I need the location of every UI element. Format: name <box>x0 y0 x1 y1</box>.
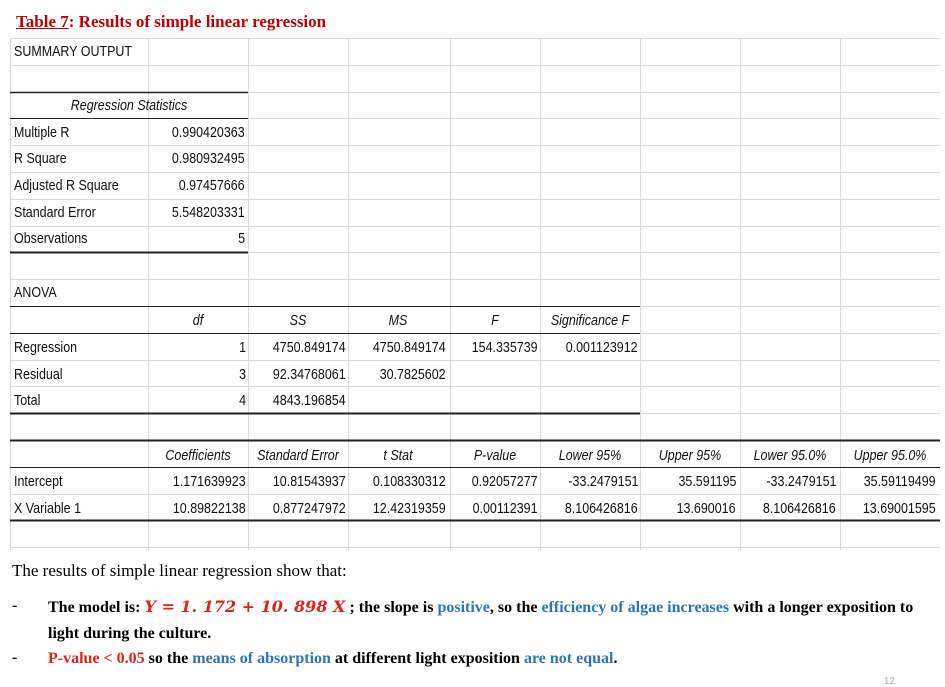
anova-header-df: df <box>192 313 204 329</box>
means-of-absorption: means of absorption <box>192 650 331 667</box>
anova-ss: 4750.849174 <box>273 340 346 356</box>
coef-value: 0.877247972 <box>273 501 346 517</box>
coef-row-label: X Variable 1 <box>14 501 82 517</box>
coef-value: 0.92057277 <box>472 474 538 490</box>
coef-value: 10.81543937 <box>273 474 346 490</box>
stat-value: 0.980932495 <box>172 151 245 167</box>
anova-header-f: F <box>491 313 499 329</box>
bullet-model: The model is: Y = 1. 172 + 10. 898 X ; t… <box>48 594 928 647</box>
anova-row-label: Regression <box>14 340 78 356</box>
pvalue-text: so the <box>144 650 193 667</box>
anova-title: ANOVA <box>14 285 57 301</box>
anova-header-ms: MS <box>388 313 408 329</box>
regression-statistics-header: Regression Statistics <box>70 98 188 114</box>
stat-value: 0.990420363 <box>172 125 245 141</box>
stat-label: Adjusted R Square <box>14 178 119 194</box>
efficiency-increases: efficiency of algae increases <box>541 599 730 616</box>
coef-value: -33.2479151 <box>765 474 836 490</box>
model-equation: Y = 1. 172 + 10. 898 X <box>144 597 346 616</box>
coef-value: 8.106426816 <box>763 501 836 517</box>
stat-value: 5 <box>238 231 245 247</box>
spreadsheet: SUMMARY OUTPUT Regression Statistics Mul… <box>10 38 940 550</box>
stat-label: R Square <box>14 151 67 167</box>
coef-value: 0.108330312 <box>373 474 446 490</box>
coef-header: Standard Error <box>257 448 339 464</box>
stat-label: Standard Error <box>14 205 96 221</box>
coef-value: 35.591195 <box>677 474 736 490</box>
coef-value: 8.106426816 <box>565 501 638 517</box>
anova-ss: 4843.196854 <box>273 393 346 409</box>
coef-value: -33.2479151 <box>567 474 638 490</box>
spreadsheet-grid <box>10 38 940 550</box>
model-text: , so the <box>489 599 542 616</box>
are-not-equal: are not equal <box>523 650 614 667</box>
anova-significance: 0.001123912 <box>566 340 638 356</box>
coef-header: P-value <box>473 448 517 464</box>
summary-output-title: SUMMARY OUTPUT <box>14 44 133 60</box>
anova-row-label: Total <box>14 393 41 409</box>
intro-paragraph: The results of simple linear regression … <box>12 561 347 580</box>
coef-value: 12.42319359 <box>373 501 446 517</box>
bullet-mark: - <box>12 597 18 614</box>
table-number: Table 7 <box>16 12 69 31</box>
table-caption-text: : Results of simple linear regression <box>68 12 327 31</box>
bullet-pvalue: P-value < 0.05 so the means of absorptio… <box>48 646 928 672</box>
coef-value: 35.59119499 <box>864 474 936 490</box>
page-number: 12 <box>883 676 895 687</box>
coef-value: 10.89822138 <box>173 501 246 517</box>
coef-header: Lower 95% <box>558 448 622 464</box>
pvalue-condition: P-value < 0.05 <box>48 650 145 667</box>
model-text: ; the slope is <box>345 599 438 616</box>
coef-row-label: Intercept <box>14 474 63 490</box>
anova-f: 154.335739 <box>472 340 538 356</box>
model-intro: The model is: <box>48 599 145 616</box>
stat-value: 0.97457666 <box>179 178 245 194</box>
model-text: with a longer exposition to light during… <box>48 599 914 642</box>
bullet-mark: - <box>12 649 18 666</box>
slope-positive: positive <box>437 599 490 616</box>
coef-header: Upper 95.0% <box>853 448 927 464</box>
coef-value: 13.690016 <box>677 501 736 517</box>
coef-header: Lower 95.0% <box>753 448 827 464</box>
coef-value: 0.00112391 <box>473 501 538 517</box>
anova-df: 4 <box>239 393 246 409</box>
coef-value: 1.171639923 <box>173 474 246 490</box>
coef-header: Coefficients <box>165 448 231 464</box>
stat-value: 5.548203331 <box>172 205 245 221</box>
table-caption: Table 7: Results of simple linear regres… <box>16 12 326 32</box>
stat-label: Multiple R <box>14 125 70 141</box>
coef-header: t Stat <box>383 448 413 464</box>
coef-value: 13.69001595 <box>863 501 936 517</box>
anova-row-label: Residual <box>14 367 63 383</box>
stat-label: Observations <box>14 231 88 247</box>
anova-ss: 92.34768061 <box>273 367 346 383</box>
pvalue-text: . <box>613 650 618 667</box>
anova-df: 3 <box>239 367 246 383</box>
anova-header-ss: SS <box>289 313 307 329</box>
anova-df: 1 <box>239 340 246 356</box>
pvalue-text: at different light exposition <box>330 650 524 667</box>
coef-header: Upper 95% <box>658 448 722 464</box>
anova-ms: 4750.849174 <box>373 340 446 356</box>
anova-header-significance-f: Significance F <box>550 313 630 329</box>
anova-ms: 30.7825602 <box>380 367 446 383</box>
